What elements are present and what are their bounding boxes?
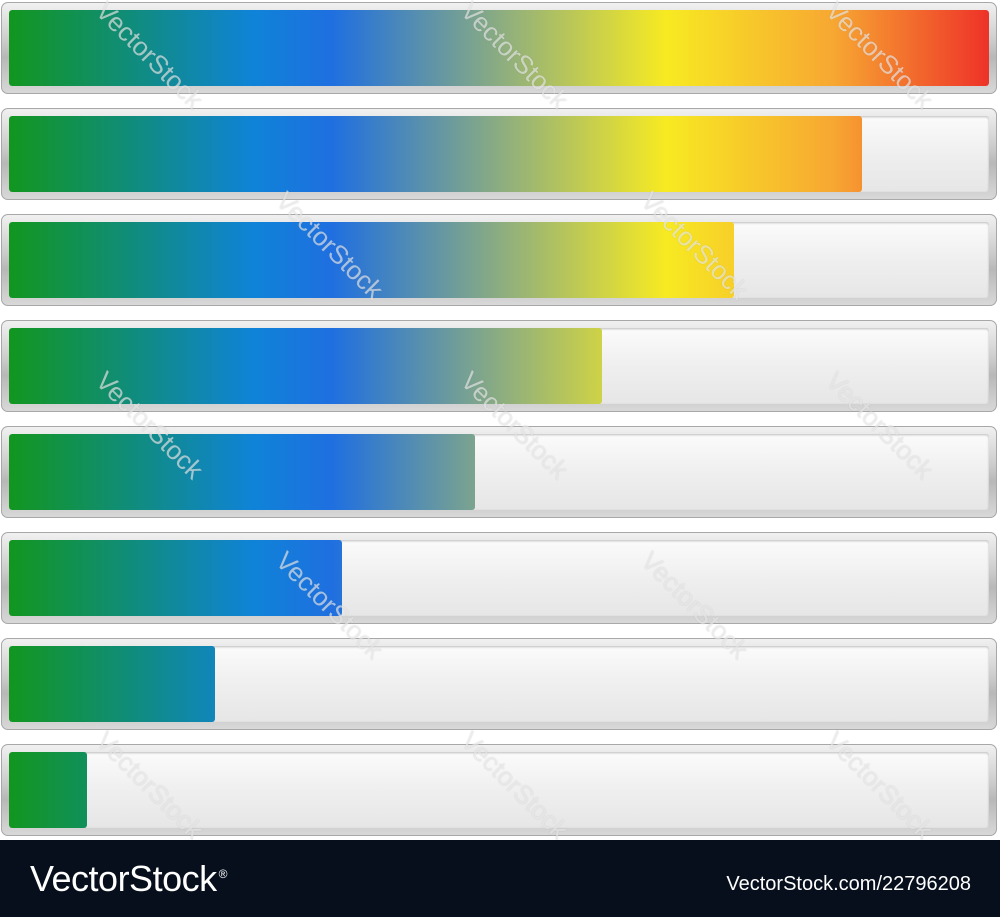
image-id: VectorStock.com/22796208 — [726, 873, 971, 895]
progress-fill — [9, 646, 215, 722]
progress-fill — [9, 10, 989, 86]
progress-track — [9, 10, 989, 86]
progress-track — [9, 222, 989, 298]
progress-bar-level-2 — [1, 638, 997, 730]
progress-track — [9, 116, 989, 192]
progress-bar-level-5 — [1, 320, 997, 412]
progress-bar-level-1 — [1, 744, 997, 836]
progress-track — [9, 752, 989, 828]
progress-bar-level-6 — [1, 214, 997, 306]
progress-bar-level-3 — [1, 532, 997, 624]
footer-banner: VectorStock ® VectorStock.com/22796208 — [0, 840, 1000, 917]
progress-track — [9, 540, 989, 616]
progress-bar-level-7 — [1, 108, 997, 200]
progress-bar-stack — [1, 2, 997, 836]
progress-fill — [9, 222, 735, 298]
progress-fill — [9, 328, 602, 404]
progress-track — [9, 328, 989, 404]
registered-mark: ® — [218, 867, 228, 881]
progress-fill — [9, 540, 343, 616]
progress-fill — [9, 116, 862, 192]
progress-fill — [9, 752, 88, 828]
brand-name: VectorStock — [30, 858, 217, 899]
progress-bar-level-4 — [1, 426, 997, 518]
progress-fill — [9, 434, 475, 510]
progress-track — [9, 434, 989, 510]
progress-track — [9, 646, 989, 722]
brand-logo: VectorStock ® — [30, 858, 227, 900]
progress-bar-level-8 — [1, 2, 997, 94]
